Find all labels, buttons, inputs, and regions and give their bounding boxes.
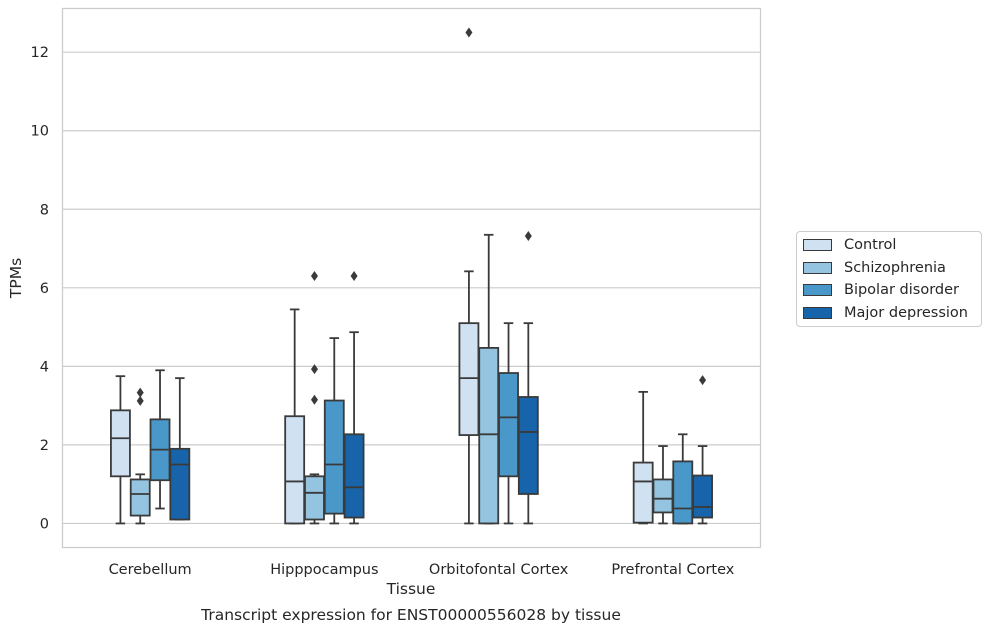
legend-swatch — [803, 239, 832, 251]
outlier-point — [310, 271, 318, 282]
box-iqr — [323, 399, 345, 515]
box-iqr — [692, 474, 713, 519]
chart-caption: Transcript expression for ENST0000055602… — [201, 606, 621, 624]
box-iqr — [343, 433, 365, 519]
box-control-0 — [110, 375, 131, 525]
x-tick-label: Cerebellum — [109, 562, 192, 578]
box-control-1 — [284, 308, 306, 525]
outlier-point — [350, 271, 358, 282]
outlier-point — [699, 375, 707, 386]
x-tick-label: Prefrontal Cortex — [611, 562, 734, 578]
legend-item-bipolar-disorder: Bipolar disorder — [803, 279, 959, 301]
box-schizophrenia-3 — [652, 445, 674, 525]
x-tick-labels: Cerebellum Hipppocampus Orbitofontal Corte… — [109, 562, 735, 578]
y-tick-label: 6 — [40, 281, 49, 297]
box-iqr — [632, 461, 654, 524]
box-bipolar-disorder-3 — [672, 433, 694, 525]
legend-item-control: Control — [803, 234, 896, 256]
legend: Control Schizophrenia Bipolar disorder Majo… — [796, 231, 982, 327]
y-tick-label: 2 — [40, 438, 49, 454]
outlier-point — [310, 364, 318, 375]
box-iqr — [284, 415, 306, 525]
box-iqr — [478, 347, 500, 525]
outlier-point — [310, 394, 318, 405]
legend-label: Schizophrenia — [844, 259, 946, 276]
box-iqr — [458, 322, 480, 436]
legend-label: Bipolar disorder — [844, 282, 959, 298]
box-iqr — [169, 447, 191, 521]
box-schizophrenia-0 — [129, 387, 151, 525]
y-tick-label: 10 — [31, 124, 49, 140]
box-bipolar-disorder-0 — [149, 369, 171, 510]
box-iqr — [110, 409, 131, 478]
y-axis-title: TPMs — [7, 258, 25, 299]
legend-swatch — [803, 261, 832, 274]
x-axis-title: Tissue — [386, 580, 436, 598]
legend-swatch — [803, 284, 832, 296]
box-layer — [110, 27, 713, 525]
box-major-depression-3 — [692, 375, 713, 525]
box-iqr — [304, 475, 325, 521]
plot-frame — [61, 7, 762, 549]
y-tick-label: 4 — [40, 359, 49, 375]
box-major-depression-2 — [517, 230, 539, 525]
outlier-point — [136, 395, 144, 406]
x-tick-label: Orbitofontal Cortex — [429, 562, 569, 578]
box-schizophrenia-2 — [478, 233, 500, 525]
legend-item-schizophrenia: Schizophrenia — [803, 257, 946, 279]
outlier-point — [136, 387, 144, 398]
y-tick-labels: 0 2 4 6 8 10 12 — [31, 45, 49, 532]
y-tick-label: 12 — [31, 45, 49, 61]
legend-label: Control — [844, 237, 897, 253]
outlier-point — [465, 27, 473, 38]
box-bipolar-disorder-2 — [498, 322, 519, 525]
box-iqr — [517, 396, 539, 495]
box-iqr — [672, 460, 694, 525]
box-iqr — [652, 478, 674, 514]
x-tick-label: Hipppocampus — [270, 562, 378, 578]
box-iqr — [129, 478, 151, 517]
box-control-2 — [458, 27, 480, 525]
legend-label: Major depression — [844, 304, 968, 321]
box-major-depression-1 — [343, 271, 365, 525]
outlier-point — [524, 230, 532, 241]
y-tick-label: 0 — [40, 516, 49, 532]
y-tick-label: 8 — [40, 202, 49, 218]
box-control-3 — [632, 390, 654, 525]
box-schizophrenia-1 — [304, 271, 325, 525]
box-major-depression-0 — [169, 377, 191, 521]
box-iqr — [498, 372, 519, 478]
legend-swatch — [803, 306, 832, 319]
legend-item-major-depression: Major depression — [803, 302, 968, 324]
